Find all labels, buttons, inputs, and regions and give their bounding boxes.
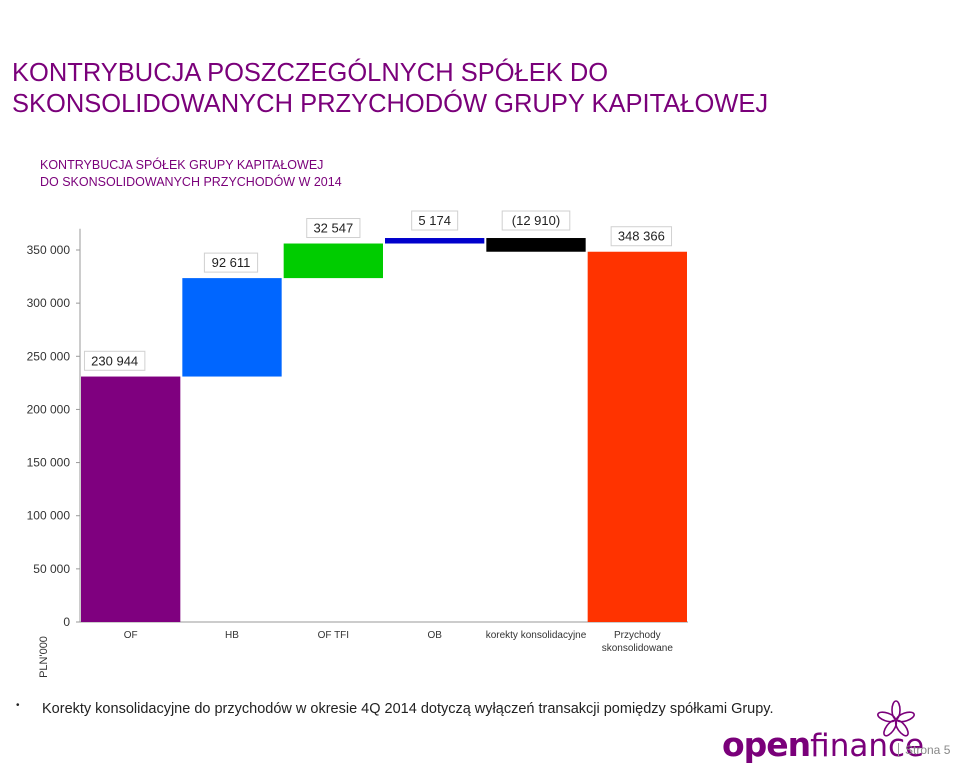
chart-title-line1: KONTRYBUCJA SPÓŁEK GRUPY KAPITAŁOWEJ — [40, 158, 324, 172]
data-label: 32 547 — [313, 221, 353, 236]
data-label-box — [306, 218, 361, 239]
data-label: 5 174 — [418, 213, 451, 228]
data-label: 230 944 — [91, 353, 138, 368]
data-label: (12 910) — [512, 213, 560, 228]
bar-1 — [81, 376, 181, 622]
y-tick-label: 100 000 — [27, 509, 71, 523]
data-label-box — [610, 226, 673, 247]
x-tick-label: OB — [427, 630, 442, 641]
data-label: 92 611 — [212, 255, 251, 270]
bullet-icon: • — [16, 700, 20, 711]
y-tick-label: 50 000 — [33, 562, 70, 576]
x-tick-label: HB — [225, 630, 239, 641]
y-tick-label: 250 000 — [27, 349, 71, 363]
bar-6 — [587, 251, 687, 623]
x-tick-label: OF — [124, 630, 138, 641]
y-axis-title: PLN'000 — [38, 636, 50, 678]
page-number: Strona 5 — [898, 743, 950, 757]
y-tick-label: 350 000 — [27, 243, 71, 257]
bar-4 — [385, 238, 485, 244]
footnote-text: Korekty konsolidacyjne do przychodów w o… — [42, 701, 774, 717]
x-tick-label: korekty konsolidacyjne — [486, 630, 587, 641]
waterfall-chart: 0 50 000 100 000 150 000 200 000 250 000 300 0… — [27, 210, 688, 678]
flower-logo-icon — [877, 700, 915, 737]
y-tick-label: 300 000 — [27, 296, 71, 310]
y-tick-label: 200 000 — [27, 402, 71, 416]
x-tick-label: OF TFI — [318, 630, 349, 641]
data-label-box — [411, 210, 459, 231]
data-label-box — [203, 252, 259, 273]
openfinance-logo: openfinance — [722, 725, 924, 766]
y-tick-label: 150 000 — [27, 456, 71, 470]
bar-2 — [182, 278, 282, 377]
logo-open-text: open — [722, 725, 811, 764]
bar-3 — [283, 243, 383, 279]
y-tick-label: 0 — [63, 615, 70, 629]
data-label-box — [83, 350, 146, 371]
slide-title-line2: SKONSOLIDOWANYCH PRZYCHODÓW GRUPY KAPITA… — [12, 90, 769, 118]
slide-title: KONTRYBUCJA POSZCZEGÓLNYCH SPÓŁEK DO SKO… — [12, 58, 942, 120]
x-tick-label: skonsolidowane — [602, 643, 674, 654]
data-label: 348 366 — [618, 229, 665, 244]
chart-title-line2: DO SKONSOLIDOWANYCH PRZYCHODÓW W 2014 — [40, 175, 342, 189]
data-label-box — [501, 210, 571, 231]
chart-title: KONTRYBUCJA SPÓŁEK GRUPY KAPITAŁOWEJ DO … — [40, 157, 342, 191]
logo-finance-text: finance — [810, 728, 925, 764]
bar-5 — [486, 238, 586, 252]
x-tick-label: Przychody — [614, 630, 661, 641]
slide-title-line1: KONTRYBUCJA POSZCZEGÓLNYCH SPÓŁEK DO — [12, 59, 609, 87]
